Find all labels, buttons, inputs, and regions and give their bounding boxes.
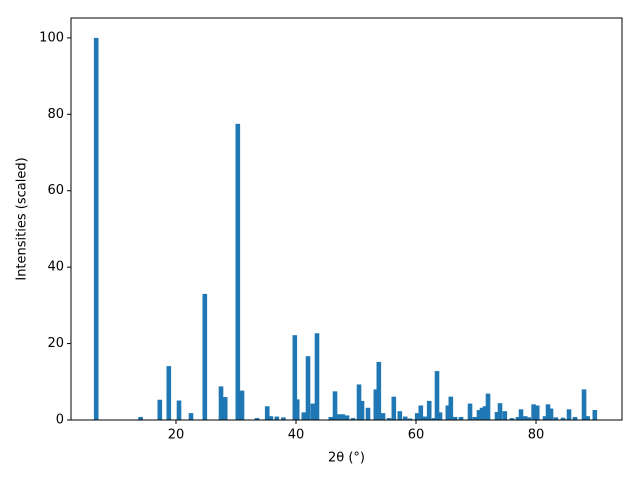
bar	[414, 413, 420, 420]
bar	[467, 403, 473, 420]
bar	[585, 416, 590, 420]
bar	[448, 396, 454, 420]
bar	[281, 417, 286, 420]
bar	[545, 404, 551, 420]
bar	[397, 411, 403, 420]
y-axis-label: Intensities (scaled)	[15, 157, 30, 280]
bar	[479, 407, 485, 420]
bar	[359, 400, 365, 420]
bar	[581, 389, 587, 420]
bar	[344, 415, 350, 420]
bar	[531, 404, 536, 420]
bar	[332, 391, 338, 420]
bar	[380, 413, 386, 420]
bar	[402, 416, 408, 420]
bar	[336, 414, 342, 420]
bar	[592, 410, 598, 420]
bar	[328, 416, 334, 420]
bar	[157, 399, 163, 420]
bar	[356, 384, 362, 420]
bar	[294, 399, 300, 420]
bar	[452, 416, 458, 420]
bar	[482, 406, 488, 420]
bar	[202, 293, 208, 420]
bar	[268, 416, 274, 420]
bar	[431, 418, 437, 420]
bar	[572, 416, 578, 420]
bar	[310, 403, 316, 420]
bar	[437, 412, 443, 420]
bar	[560, 417, 566, 420]
bar	[386, 418, 392, 420]
x-tick-label: 40	[288, 428, 305, 443]
bar	[548, 408, 554, 420]
y-tick-label: 100	[39, 30, 64, 45]
bar	[445, 405, 451, 420]
bar	[222, 397, 228, 420]
bars	[93, 37, 598, 421]
bar	[376, 361, 382, 420]
x-tick-label: 20	[168, 428, 185, 443]
bar	[365, 407, 371, 420]
bar	[254, 418, 260, 420]
bar	[553, 417, 559, 420]
bar	[93, 37, 99, 420]
bar	[218, 386, 224, 420]
bar	[476, 410, 482, 420]
bar	[301, 412, 307, 420]
y-tick-label: 80	[47, 107, 64, 122]
bar	[534, 405, 540, 420]
bar	[188, 413, 194, 420]
bar	[314, 333, 320, 420]
bar	[292, 335, 298, 420]
bar	[494, 411, 500, 420]
y-tick-label: 40	[47, 260, 64, 275]
bar	[340, 414, 346, 420]
bar	[526, 417, 532, 420]
bar	[264, 406, 270, 420]
bar	[235, 123, 241, 421]
y-tick-label: 20	[47, 336, 64, 351]
bar	[502, 411, 508, 420]
bar	[373, 389, 379, 420]
bar	[426, 400, 432, 420]
bar	[522, 416, 528, 420]
bar	[497, 403, 503, 420]
x-tick-label: 80	[528, 428, 545, 443]
bar	[176, 400, 182, 420]
bar	[239, 390, 245, 420]
bar	[509, 418, 515, 420]
bar	[138, 416, 143, 420]
bar	[472, 416, 478, 420]
bar	[518, 409, 524, 420]
x-tick-label: 60	[408, 428, 425, 443]
bar	[305, 356, 311, 420]
bar	[485, 393, 491, 420]
bar	[434, 371, 440, 420]
x-axis-label: 2θ (°)	[328, 451, 365, 466]
bar	[274, 416, 280, 420]
plot-frame	[70, 17, 623, 421]
bar	[407, 418, 413, 420]
bar	[542, 416, 548, 420]
y-tick-label: 60	[47, 183, 64, 198]
bar	[166, 366, 172, 420]
bar	[458, 416, 464, 420]
y-tick-label: 0	[56, 413, 64, 428]
bar	[566, 409, 572, 420]
bar	[422, 416, 428, 420]
bar	[350, 418, 356, 420]
bar	[391, 396, 397, 420]
bar	[418, 405, 424, 420]
bar	[515, 416, 521, 420]
